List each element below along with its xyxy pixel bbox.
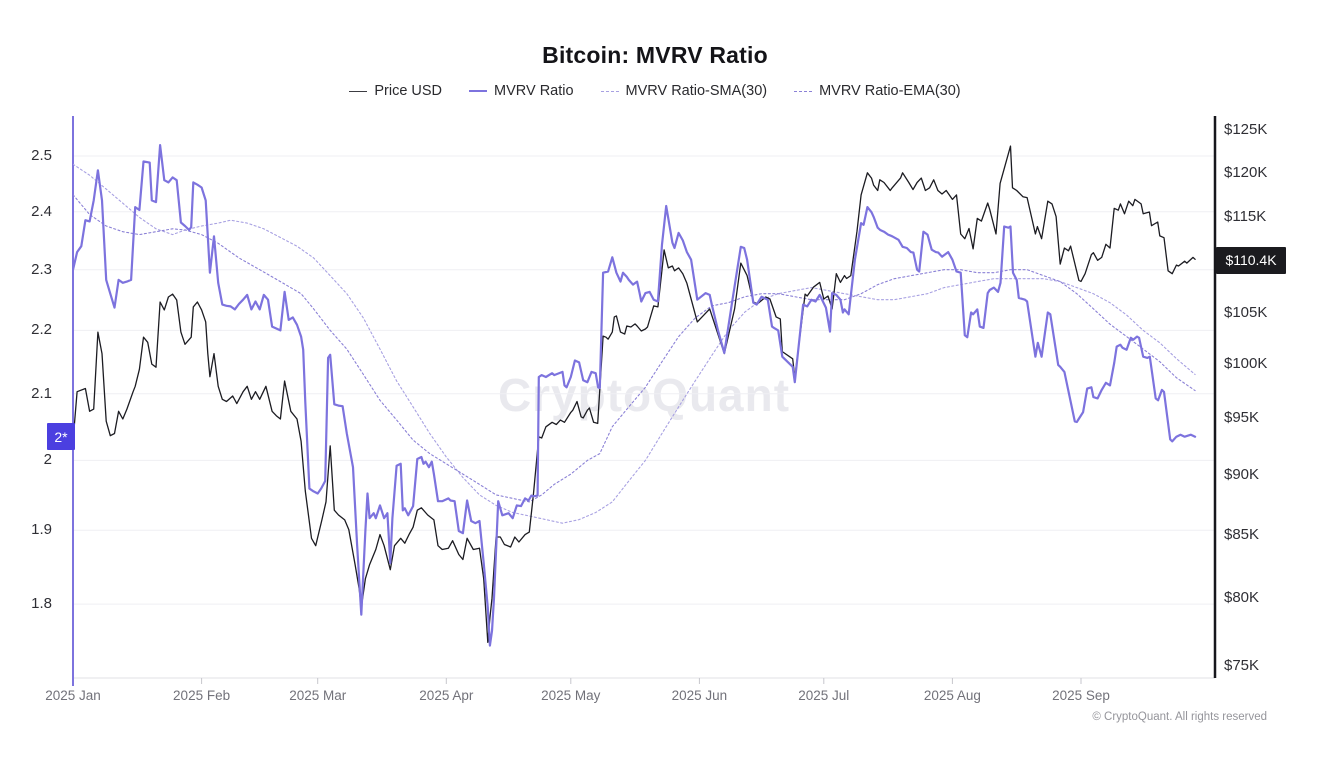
- axis-tick-label: 2.5: [31, 147, 52, 164]
- chart-legend: Price USD MVRV Ratio MVRV Ratio-SMA(30) …: [0, 83, 1310, 99]
- axis-tick-label: 2025 Jul: [798, 688, 850, 703]
- legend-label: MVRV Ratio-EMA(30): [819, 83, 961, 99]
- axis-tick-label: 2025 Sep: [1052, 688, 1110, 703]
- price-current-value-badge: $110.4K: [1216, 246, 1286, 274]
- axis-tick-label: $75K: [1224, 656, 1260, 674]
- legend-item-mvrv-ema[interactable]: MVRV Ratio-EMA(30): [794, 83, 961, 99]
- sma-line-swatch-icon: [600, 90, 619, 92]
- price-line-swatch-icon: [349, 90, 368, 92]
- axis-tick-label: $95K: [1224, 408, 1260, 426]
- axis-tick-label: 2025 Feb: [173, 688, 231, 703]
- axis-tick-label: $80K: [1224, 589, 1260, 607]
- chart-title: Bitcoin: MVRV Ratio: [542, 42, 768, 68]
- axis-tick-label: 2025 Jun: [671, 688, 728, 703]
- axis-tick-label: 2.3: [31, 260, 52, 278]
- axis-tick-label: $100K: [1224, 355, 1268, 373]
- legend-label: MVRV Ratio-SMA(30): [625, 83, 768, 99]
- axis-tick-label: $105K: [1224, 303, 1268, 321]
- axis-tick-label: $120K: [1224, 163, 1268, 181]
- axis-tick-label: $125K: [1224, 121, 1268, 138]
- axis-tick-label: $115K: [1224, 208, 1267, 226]
- legend-label: MVRV Ratio: [494, 83, 574, 99]
- axis-tick-label: 2025 Jan: [45, 688, 101, 703]
- axis-tick-label: $90K: [1224, 465, 1260, 483]
- axis-tick-label: 2025 Aug: [923, 688, 981, 703]
- legend-item-mvrv-ratio[interactable]: MVRV Ratio: [469, 83, 574, 99]
- axis-tick-label: $85K: [1224, 525, 1260, 543]
- axis-tick-label: 2025 Mar: [289, 688, 347, 703]
- axis-tick-label: 2025 Apr: [419, 688, 474, 703]
- axis-tick-label: 2.1: [31, 384, 52, 402]
- mvrv-line-swatch-icon: [469, 90, 488, 92]
- ema-line-swatch-icon: [794, 90, 813, 92]
- legend-label: Price USD: [374, 83, 443, 99]
- axis-tick-label: 2.2: [31, 321, 52, 339]
- mvrv-current-value-badge: 2*: [47, 423, 75, 451]
- axis-tick-label: 2.4: [31, 202, 52, 220]
- copyright-text: © CryptoQuant. All rights reserved: [1092, 711, 1267, 723]
- axis-tick-label: 1.9: [31, 521, 52, 539]
- axis-tick-label: 2025 May: [541, 688, 601, 703]
- axis-tick-label: 1.8: [31, 595, 52, 613]
- legend-item-mvrv-sma[interactable]: MVRV Ratio-SMA(30): [600, 83, 768, 99]
- legend-item-price-usd[interactable]: Price USD: [349, 83, 442, 99]
- axis-tick-label: 2: [43, 451, 52, 469]
